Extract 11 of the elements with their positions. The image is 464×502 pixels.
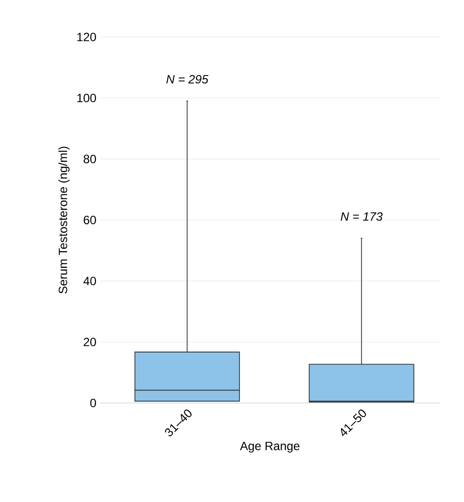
y-tick-label: 60: [84, 216, 96, 224]
y-axis-title: Serum Testosterone (ng/ml): [58, 146, 70, 294]
y-tick-label: 40: [83, 276, 96, 286]
y-tick-label: 100: [77, 94, 96, 102]
y-tick-label: 0: [90, 398, 96, 408]
annotation: N = 295: [166, 75, 208, 84]
y-tick-label: 80: [84, 154, 96, 164]
y-tick-label: 20: [84, 338, 96, 346]
x-axis-title: Age Range: [240, 442, 300, 453]
annotation: N = 173: [340, 212, 383, 221]
y-tick-label: 120: [77, 32, 96, 42]
